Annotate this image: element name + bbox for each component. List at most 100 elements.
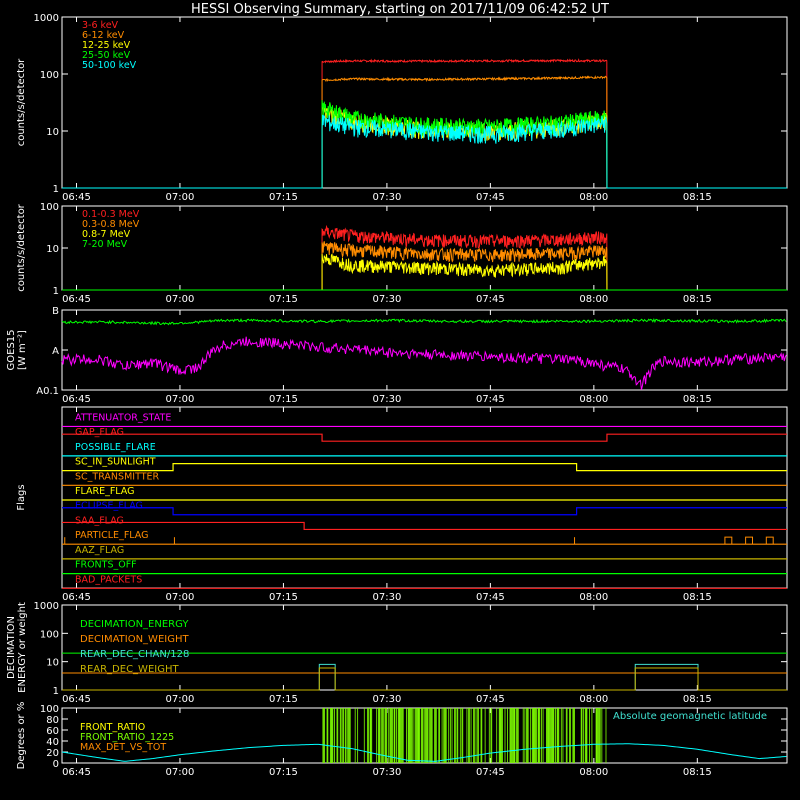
flag-line [62, 433, 787, 442]
time-tick-label: 08:15 [683, 294, 712, 305]
y-axis-label-2: [W m⁻²] [17, 330, 28, 370]
y-axis-label: Flags [16, 484, 27, 510]
flag-label: GAP_FLAG [75, 427, 124, 438]
flag-spike [745, 536, 754, 545]
time-tick-label: 07:30 [372, 694, 401, 705]
time-tick-label: 06:45 [62, 767, 91, 778]
y-axis-label: Degrees or % [16, 702, 27, 770]
time-tick-label: 07:45 [476, 694, 505, 705]
legend-entry: 7-20 MeV [82, 239, 128, 250]
time-tick-label: 07:45 [476, 592, 505, 603]
series-0-3-0-8-mev [62, 241, 787, 291]
legend-entry: MAX_DET_VS_TOT [80, 742, 166, 753]
time-tick-label: 07:45 [476, 294, 505, 305]
y-tick-label: 100 [40, 704, 59, 715]
time-tick-label: 07:30 [372, 767, 401, 778]
legend-entry: 50-100 keV [82, 60, 137, 71]
flag-label: ECLIPSE_FLAG [75, 501, 143, 512]
time-tick-label: 07:00 [166, 192, 195, 203]
time-tick-label: 07:00 [166, 694, 195, 705]
time-tick-label: 08:00 [579, 394, 608, 405]
time-tick-label: 08:00 [579, 694, 608, 705]
right-label: Absolute geomagnetic latitude [613, 711, 767, 722]
time-tick-label: 07:15 [269, 592, 298, 603]
flag-line [62, 462, 787, 472]
time-tick-label: 07:30 [372, 294, 401, 305]
time-tick-label: 08:15 [683, 192, 712, 203]
time-tick-label: 08:15 [683, 394, 712, 405]
time-tick-label: 07:45 [476, 767, 505, 778]
panel-4: 06:45 07:00 07:15 07:30 07:45 08:00 08:15 Flags… [16, 406, 788, 603]
series-goes-long [61, 318, 787, 326]
flag-label: FLARE_FLAG [75, 486, 135, 497]
series-0-8-7-mev [62, 253, 787, 291]
time-tick-label: 07:00 [166, 592, 195, 603]
y-tick-label: 100 [40, 70, 59, 81]
y-axis-label-2: ENERGY or weight [17, 602, 28, 693]
panel-frame [61, 16, 788, 189]
legend-entry: FRONT_RATIO [80, 722, 145, 733]
time-tick-label: 06:45 [62, 294, 91, 305]
flag-line [62, 507, 787, 516]
series-absolute-geomagnetic-latitude [61, 743, 787, 762]
time-tick-label: 07:15 [269, 394, 298, 405]
panel-3: 06:45 07:00 07:15 07:30 07:45 08:00 08:15 A0.1 A… [6, 306, 788, 405]
time-tick-label: 07:00 [166, 394, 195, 405]
series-3-6-kev [62, 58, 787, 189]
y-tick-label: 100 [40, 629, 59, 640]
legend-entry: REAR_DEC_CHAN/128 [80, 649, 189, 660]
series-rear-dec-weight [62, 667, 787, 691]
series-50-100-kev [62, 114, 787, 189]
legend-entry: 6-12 keV [82, 30, 125, 41]
time-tick-label: 07:00 [166, 767, 195, 778]
time-tick-label: 07:15 [269, 767, 298, 778]
y-tick-label: 0 [53, 759, 59, 770]
series-6-12-kev [62, 75, 787, 189]
flag-label: AAZ_FLAG [75, 545, 124, 556]
y-tick-label: 20 [46, 748, 59, 759]
chart-title: HESSI Observing Summary, starting on 201… [191, 2, 609, 17]
flag-label: ATTENUATOR_STATE [75, 412, 171, 423]
time-tick-label: 06:45 [62, 394, 91, 405]
panel-6: 06:45 07:00 07:15 07:30 07:45 08:00 08:15 02040… [16, 702, 788, 778]
panels: 06:45 07:00 07:15 07:30 07:45 08:00 08:1511010… [6, 13, 788, 778]
time-tick-label: 07:15 [269, 192, 298, 203]
y-tick-label: 10 [46, 127, 59, 138]
series-goes-short [61, 336, 787, 390]
flag-label: PARTICLE_FLAG [75, 530, 148, 541]
time-tick-label: 07:30 [372, 192, 401, 203]
y-axis-label: GOES15 [6, 329, 17, 370]
y-tick-label: 1000 [34, 601, 59, 612]
legend-entry: REAR_DEC_WEIGHT [80, 664, 179, 675]
time-tick-label: 07:00 [166, 294, 195, 305]
flag-label: BAD_PACKETS [75, 574, 142, 585]
flag-label: SAA_FLAG [75, 515, 124, 526]
panel-5: 06:45 07:00 07:15 07:30 07:45 08:00 08:15 1 10 10… [6, 601, 788, 705]
y-tick-label: A0.1 [36, 386, 59, 397]
series-0-1-0-3-mev [62, 224, 787, 291]
y-tick-label: 10 [46, 244, 59, 255]
time-tick-label: 08:15 [683, 592, 712, 603]
y-tick-label: B [52, 306, 59, 317]
flag-label: POSSIBLE_FLARE [75, 442, 156, 453]
legend-entry: DECIMATION_WEIGHT [80, 634, 189, 645]
panel-1: 06:45 07:00 07:15 07:30 07:45 08:00 08:15 1 10 10… [16, 13, 788, 203]
y-tick-label: 80 [46, 715, 59, 726]
time-tick-label: 06:45 [62, 192, 91, 203]
flag-label: FRONTS_OFF [75, 560, 137, 571]
flag-label: SC_IN_SUNLIGHT [75, 457, 156, 468]
time-tick-label: 07:30 [372, 592, 401, 603]
legend-entry: 0.1-0.3 MeV [82, 209, 140, 220]
y-axis-label: counts/s/detector [16, 58, 27, 146]
y-tick-label: 1 [53, 686, 59, 697]
y-axis-label: DECIMATION [6, 616, 17, 679]
y-tick-label: 1 [53, 184, 59, 195]
legend-entry: 0.8-7 MeV [82, 229, 131, 240]
legend-entry: 3-6 keV [82, 20, 119, 31]
time-tick-label: 08:15 [683, 767, 712, 778]
flag-spike [724, 536, 733, 545]
flag-label: SC_TRANSMITTER [75, 471, 160, 482]
y-tick-label: 40 [46, 737, 59, 748]
flag-line [62, 521, 787, 531]
